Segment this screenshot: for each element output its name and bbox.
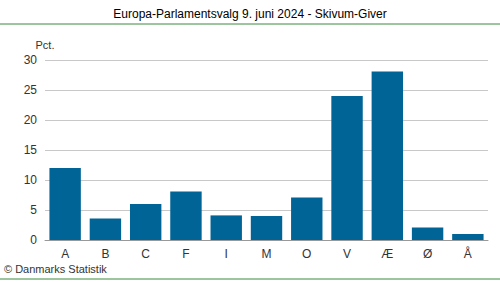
svg-text:15: 15 xyxy=(24,143,38,157)
svg-text:25: 25 xyxy=(24,83,38,97)
svg-text:B: B xyxy=(101,247,109,261)
svg-text:© Danmarks Statistik: © Danmarks Statistik xyxy=(4,263,107,275)
svg-text:Æ: Æ xyxy=(381,247,393,261)
svg-text:Ø: Ø xyxy=(423,247,432,261)
svg-text:M: M xyxy=(262,247,272,261)
svg-text:F: F xyxy=(182,247,189,261)
svg-text:I: I xyxy=(225,247,228,261)
svg-text:Å: Å xyxy=(464,246,472,261)
svg-text:0: 0 xyxy=(30,233,37,247)
svg-text:5: 5 xyxy=(30,203,37,217)
svg-text:30: 30 xyxy=(24,53,38,67)
svg-text:Europa-Parlamentsvalg 9. juni: Europa-Parlamentsvalg 9. juni 2024 - Ski… xyxy=(113,7,386,21)
svg-text:Pct.: Pct. xyxy=(36,39,55,51)
svg-text:C: C xyxy=(141,247,150,261)
svg-text:10: 10 xyxy=(24,173,38,187)
svg-text:A: A xyxy=(61,247,69,261)
svg-text:V: V xyxy=(343,247,351,261)
svg-text:O: O xyxy=(302,247,311,261)
svg-text:20: 20 xyxy=(24,113,38,127)
